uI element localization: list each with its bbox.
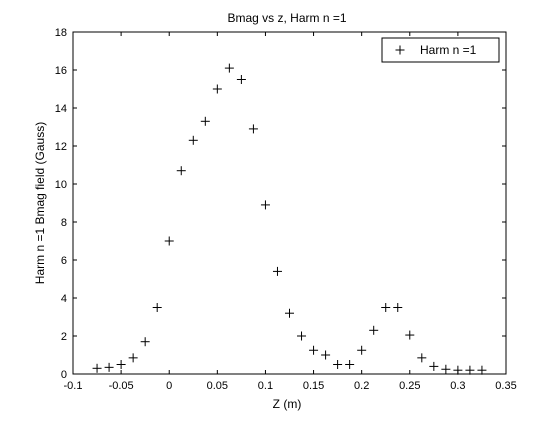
x-tick-label: 0 xyxy=(166,380,172,392)
data-point xyxy=(200,116,210,126)
y-tick-label: 4 xyxy=(61,293,67,305)
data-point xyxy=(477,365,487,375)
data-point xyxy=(104,362,114,372)
data-point xyxy=(297,331,307,341)
legend-marker xyxy=(395,45,405,55)
data-point xyxy=(393,303,403,312)
data-point xyxy=(381,303,391,312)
y-tick-label: 8 xyxy=(61,217,67,229)
data-point xyxy=(429,361,439,371)
x-tick-label: -0.05 xyxy=(109,380,134,392)
legend-label: Harm n =1 xyxy=(420,43,477,57)
data-point xyxy=(369,325,379,335)
data-point xyxy=(164,236,174,246)
data-point xyxy=(441,364,451,374)
y-tick-label: 18 xyxy=(55,27,67,39)
legend: Harm n =1 xyxy=(381,37,500,63)
data-point xyxy=(188,135,198,145)
chart-title: Bmag vs z, Harm n =1 xyxy=(227,11,346,25)
legend-plus-marker xyxy=(395,45,405,55)
y-axis-label: Harm n =1 Bmag field (Gauss) xyxy=(33,122,47,284)
plot-frame xyxy=(72,31,507,375)
data-point xyxy=(128,353,138,363)
data-point xyxy=(176,166,186,176)
data-point xyxy=(309,345,319,355)
data-point xyxy=(285,308,294,318)
y-tick-label: 16 xyxy=(55,65,67,77)
x-tick-label: 0.15 xyxy=(303,380,324,392)
x-tick-label: 0.2 xyxy=(354,380,369,392)
data-point xyxy=(92,363,102,373)
y-tick-label: 12 xyxy=(55,141,67,153)
data-point xyxy=(152,303,162,312)
data-point xyxy=(248,124,258,134)
data-point xyxy=(140,337,150,347)
x-tick-label: 0.35 xyxy=(495,380,516,392)
data-point xyxy=(272,266,282,276)
y-tick-label: 10 xyxy=(55,179,67,191)
x-tick-label: 0.1 xyxy=(258,380,273,392)
data-point xyxy=(224,63,234,73)
data-point xyxy=(116,360,126,369)
y-tick-label: 6 xyxy=(61,255,67,267)
data-point xyxy=(212,84,222,94)
x-tick-label: 0.3 xyxy=(450,380,465,392)
data-points xyxy=(92,63,487,375)
tick-marks xyxy=(72,31,507,375)
x-tick-label: -0.1 xyxy=(64,380,83,392)
tick-labels: -0.1 -0.05 0 0.05 0.1 0.15 0.2 0.25 0.3 0.35 0 2 4 6 8… xyxy=(55,27,517,392)
data-point xyxy=(333,360,343,369)
data-point xyxy=(417,353,427,363)
data-point xyxy=(345,360,355,369)
x-axis-label: Z (m) xyxy=(273,397,302,411)
y-tick-label: 0 xyxy=(61,369,67,381)
data-point xyxy=(357,345,367,355)
data-point xyxy=(465,365,475,375)
data-point xyxy=(321,350,331,360)
x-tick-label: 0.25 xyxy=(399,380,420,392)
data-point xyxy=(453,365,463,375)
x-tick-label: 0.05 xyxy=(207,380,228,392)
y-tick-label: 14 xyxy=(55,103,67,115)
data-point xyxy=(260,200,270,210)
data-point xyxy=(236,75,246,84)
y-tick-label: 2 xyxy=(61,331,67,343)
data-point xyxy=(405,330,415,340)
